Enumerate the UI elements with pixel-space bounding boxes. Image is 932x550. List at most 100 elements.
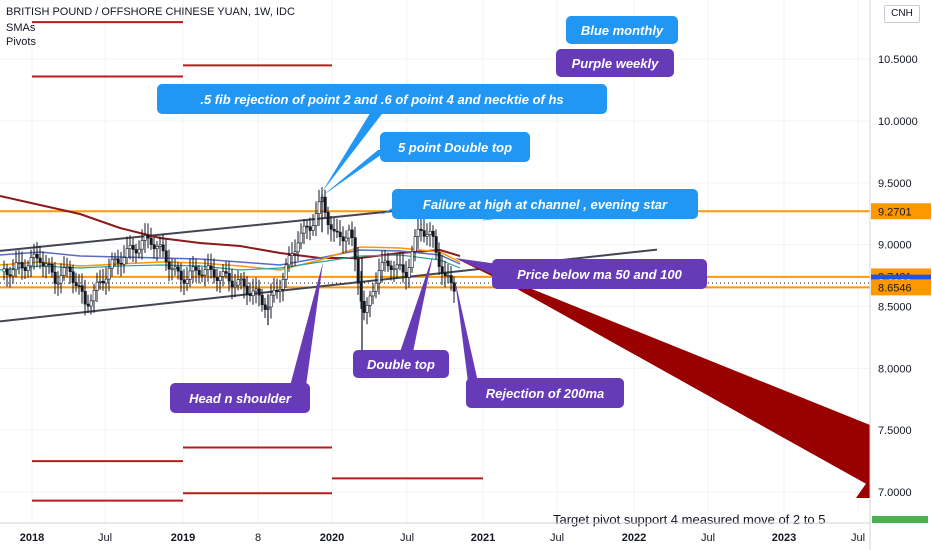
candle-body [272,289,276,296]
candle-body [371,291,375,297]
projection-wedge-shape [455,258,870,486]
candle-body [116,258,120,264]
callout-fib-rejection-box [157,84,607,114]
x-tick-label: Jul [98,532,112,544]
x-tick-label: 8 [255,532,261,544]
time-axis: 2018 Jul 2019 8 2020 Jul 2021 Jul 2022 Jul 2023 Jul [0,522,870,544]
candle-body [248,293,252,296]
projection-wedge [455,258,928,523]
candle-body [224,271,228,274]
candle-body [251,290,255,296]
candle-body [239,278,243,281]
candle-body [197,269,201,276]
indicator-pivots[interactable]: Pivots [6,36,36,48]
candle-body [386,260,390,267]
callout-purple-weekly-box [556,49,674,77]
callout-price-below-ma-text: Price below ma 50 and 100 [517,267,683,282]
callout-rejection-200ma-box [466,378,624,408]
candle-body [80,285,84,292]
candle-body [305,225,309,228]
x-tick-label: Jul [400,532,414,544]
price-tag-label: 8.6546 [878,282,912,294]
y-tick-label: 10.5000 [878,54,918,66]
callout-double-top-box [353,350,449,378]
x-tick-label: 2019 [171,532,195,544]
candle-body [5,268,9,276]
candle-body [317,201,321,214]
candle-body [389,265,393,270]
y-tick-label: 7.0000 [878,487,912,499]
indicator-smas[interactable]: SMAs [6,22,36,34]
candle-body [32,253,36,258]
candle-body [449,275,453,284]
candle-body [41,262,45,267]
candle-body [149,237,153,245]
candle-body [17,262,21,264]
callout-double-top-text: Double top [367,357,435,372]
y-tick-label: 10.0000 [878,116,918,128]
candle-body [392,268,396,271]
candle-body [50,263,54,273]
y-tick-label: 9.5000 [878,178,912,190]
candle-body [431,230,435,237]
candle-body [338,231,342,238]
candle-body [419,228,423,231]
x-tick-label: Jul [550,532,564,544]
callout-5-point-double-top-text: 5 point Double top [398,140,512,155]
candle-body [437,252,441,267]
candle-body [176,266,180,272]
candle-body [422,230,426,237]
candle-body [59,275,63,284]
candle-body [299,232,303,244]
pointer-fib [322,110,385,192]
candle-body [23,267,27,271]
candle-body [215,277,219,281]
candle-body [428,230,432,235]
candle-body [194,266,198,271]
currency-badge[interactable]: CNH [884,5,920,23]
x-tick-label: 2018 [20,532,44,544]
candle-body [227,272,231,282]
candle-body [362,300,366,313]
callout-purple-weekly-text: Purple weekly [572,56,659,71]
candle-body [125,248,129,258]
candle-body [146,235,150,239]
candle-body [26,265,30,271]
y-tick-label: 8.0000 [878,363,912,375]
x-tick-label: Jul [851,532,865,544]
candle-body [98,280,102,283]
callout-blue-monthly-box [566,16,678,44]
candle-body [434,236,438,253]
candle-body [209,265,213,270]
candle-body [332,228,336,232]
candle-body [380,262,384,271]
candle-body [83,291,87,305]
candle-body [335,230,339,233]
candle-body [353,237,357,260]
candle-body [398,264,402,267]
x-tick-label: 2021 [471,532,495,544]
callout-rejection-200ma-text: Rejection of 200ma [486,386,605,401]
candle-body [113,258,117,261]
candle-body [155,246,159,250]
candle-body [152,244,156,250]
candle-body [395,264,399,270]
moving-averages [0,195,461,271]
candle-body [8,274,12,277]
candle-body [20,262,24,269]
callout-head-n-shoulder-text: Head n shoulder [189,391,292,406]
candle-body [350,229,354,238]
candle-body [158,244,162,247]
pointer-rejection [455,280,478,382]
candle-body [188,270,192,280]
candle-body [170,268,174,271]
x-tick-label: 2022 [622,532,646,544]
candle-body [104,278,108,284]
annotations: Blue monthly Purple weekly .5 fib rejectio… [157,16,870,527]
candle-body [260,294,264,306]
x-tick-label: 2020 [320,532,344,544]
candle-body [110,259,114,269]
candle-body [326,212,330,225]
candle-body [404,271,408,278]
